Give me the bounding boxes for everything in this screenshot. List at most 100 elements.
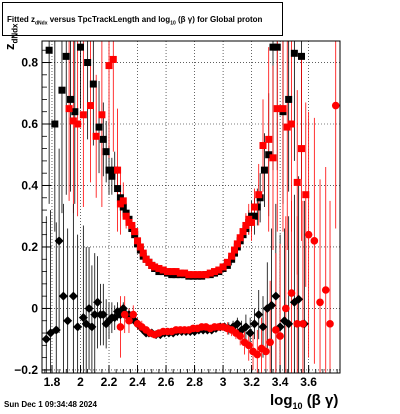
square-marker <box>45 46 53 54</box>
square-marker <box>159 266 167 274</box>
square-marker <box>242 221 250 229</box>
y-tick-label: 0.8 <box>21 56 38 70</box>
square-marker <box>71 108 79 116</box>
square-marker <box>92 132 100 140</box>
square-marker <box>69 117 77 125</box>
square-marker <box>62 52 70 60</box>
square-marker <box>273 105 281 113</box>
square-marker <box>176 269 184 277</box>
square-marker <box>265 135 273 143</box>
square-marker <box>114 166 122 174</box>
circle-marker <box>129 310 138 319</box>
circle-marker <box>331 101 340 110</box>
circle-marker <box>120 310 129 319</box>
square-marker <box>58 86 66 94</box>
x-tick-label: 2 <box>77 375 84 389</box>
y-tick-label: 0 <box>31 301 38 315</box>
square-marker <box>285 95 293 103</box>
square-marker <box>298 145 306 153</box>
x-tick-label: 2.6 <box>158 375 175 389</box>
diamond-marker <box>271 291 281 301</box>
square-marker <box>230 246 238 254</box>
diamond-marker <box>284 319 294 329</box>
x-tick-label: 3.2 <box>243 375 260 389</box>
square-marker <box>298 52 306 60</box>
diamond-marker <box>63 316 73 326</box>
circle-marker <box>287 289 296 297</box>
x-tick-label: 3.4 <box>272 375 289 389</box>
square-marker <box>236 234 244 242</box>
data-points <box>41 43 340 359</box>
circle-marker <box>272 326 280 334</box>
square-marker <box>108 172 116 180</box>
square-marker <box>250 203 258 211</box>
diamond-marker <box>258 322 268 332</box>
y-tick-label: −0.2 <box>14 363 38 377</box>
x-tick-label: 3 <box>220 375 227 389</box>
square-marker <box>189 271 197 279</box>
square-marker <box>105 166 113 174</box>
square-marker <box>105 62 113 70</box>
square-marker <box>219 263 227 271</box>
circle-marker <box>116 323 125 331</box>
x-tick-label: 2.4 <box>129 375 146 389</box>
diamond-marker <box>267 300 277 310</box>
diamond-marker <box>54 236 64 246</box>
diamond-marker <box>51 325 61 335</box>
diamond-marker <box>84 303 94 313</box>
circle-marker <box>326 320 334 328</box>
square-marker <box>84 59 92 67</box>
square-marker <box>79 111 87 119</box>
square-marker <box>185 271 193 279</box>
square-marker <box>215 266 223 274</box>
axis-ticks: 1.8 2 2.2 2.4 2.6 2.8 3 3.2 3.4 3.6 −0.2 0 0.2 0.4 0.6… <box>14 49 338 389</box>
square-marker <box>128 221 136 229</box>
square-marker <box>114 185 122 193</box>
circle-marker <box>236 332 244 340</box>
square-marker <box>260 166 268 174</box>
square-marker <box>269 43 277 51</box>
circle-marker <box>253 350 262 359</box>
diamond-marker <box>87 322 97 332</box>
square-marker <box>255 191 263 199</box>
square-marker <box>206 269 214 277</box>
square-marker <box>95 123 103 131</box>
x-tick-label: 3.6 <box>300 375 317 389</box>
circle-marker <box>321 286 330 294</box>
circle-marker <box>316 298 324 307</box>
square-marker <box>168 268 176 276</box>
square-marker <box>181 269 189 277</box>
diamond-marker <box>249 319 259 329</box>
square-marker <box>172 268 180 276</box>
square-marker <box>86 102 94 110</box>
square-marker <box>67 95 75 103</box>
square-marker <box>65 105 73 113</box>
circle-marker <box>266 338 274 347</box>
square-marker <box>89 80 97 88</box>
square-marker <box>131 228 139 236</box>
square-marker <box>134 237 142 245</box>
diamond-marker <box>98 310 108 320</box>
square-marker <box>139 249 147 257</box>
square-marker <box>283 123 291 131</box>
diamond-marker <box>41 334 51 344</box>
square-marker <box>98 111 106 119</box>
square-marker <box>155 264 163 272</box>
diamond-marker <box>294 294 304 304</box>
circle-marker <box>276 332 284 340</box>
diamond-marker <box>93 297 103 307</box>
square-marker <box>136 243 144 251</box>
x-tick-label: 1.8 <box>44 375 61 389</box>
diamond-marker <box>90 310 100 320</box>
y-tick-label: 0.4 <box>21 178 38 192</box>
square-marker <box>233 240 241 248</box>
square-marker <box>259 142 267 150</box>
circle-marker <box>262 347 270 356</box>
y-axis-label: zdNdx <box>2 23 20 51</box>
square-marker <box>288 120 296 128</box>
square-marker <box>163 268 171 276</box>
square-marker <box>99 135 107 143</box>
square-marker <box>198 271 206 279</box>
square-marker <box>151 263 159 271</box>
